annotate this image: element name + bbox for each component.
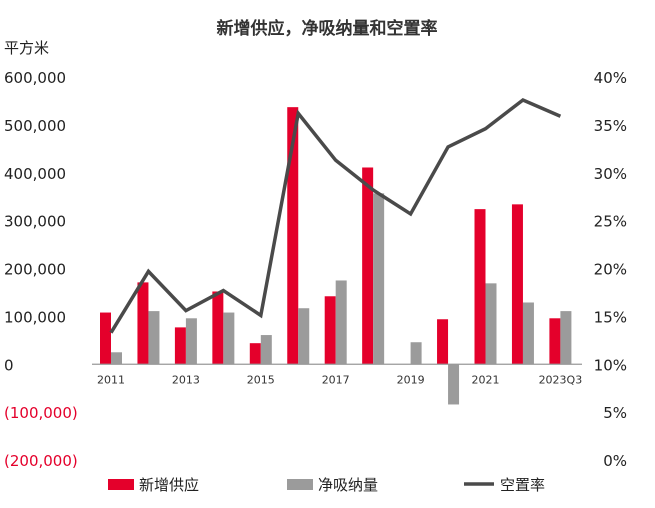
supply-bar: [474, 209, 486, 365]
x-tick-label: 2021: [472, 373, 500, 386]
absorption-bar: [298, 308, 310, 365]
supply-bar: [324, 296, 336, 365]
x-tick-label: 2011: [97, 373, 125, 386]
supply-bar: [549, 318, 561, 365]
legend-label: 净吸纳量: [318, 476, 378, 494]
y-tick-label: 100,000: [4, 308, 66, 326]
x-tick-label: 2023Q3: [539, 373, 583, 386]
x-tick-label: 2019: [397, 373, 425, 386]
y-tick-label: (200,000): [4, 452, 78, 470]
absorption-bar: [522, 302, 534, 365]
vacancy-line: [109, 97, 562, 334]
supply-bar: [212, 291, 224, 365]
absorption-bar: [448, 364, 460, 405]
y-tick-label: 600,000: [4, 69, 66, 87]
y2-tick-label: 10%: [594, 356, 627, 374]
y2-tick-label: 5%: [603, 404, 627, 422]
supply-bar: [174, 327, 186, 365]
absorption-bar: [185, 318, 197, 365]
chart-title: 新增供应，净吸纳量和空置率: [217, 18, 438, 39]
y2-tick-label: 25%: [594, 213, 627, 231]
absorption-bar: [410, 342, 422, 365]
y2-tick-label: 30%: [594, 165, 627, 183]
y2-tick-label: 15%: [594, 308, 627, 326]
absorption-bar: [223, 312, 235, 365]
absorption-bar: [373, 193, 385, 365]
absorption-bar: [260, 335, 272, 365]
legend-swatch: [108, 479, 134, 490]
y-tick-label: (100,000): [4, 404, 78, 422]
absorption-bar: [485, 283, 497, 365]
y2-tick-label: 20%: [594, 261, 627, 279]
absorption-bar: [148, 311, 160, 365]
supply-bar: [137, 282, 149, 365]
supply-bar: [287, 107, 299, 365]
supply-bar: [511, 204, 523, 365]
y2-tick-label: 40%: [594, 69, 627, 87]
legend-label: 新增供应: [139, 476, 199, 494]
y-tick-label: 500,000: [4, 117, 66, 135]
x-tick-label: 2015: [247, 373, 275, 386]
y-axis-label: 平方米: [4, 39, 49, 57]
absorption-bar: [335, 280, 347, 365]
legend-swatch: [287, 479, 313, 490]
absorption-bar: [111, 352, 122, 365]
y-tick-label: 200,000: [4, 261, 66, 279]
supply-bar: [362, 167, 374, 365]
supply-bar: [100, 312, 111, 365]
supply-bar: [437, 319, 449, 365]
y-tick-label: 0: [4, 356, 14, 374]
y2-tick-label: 35%: [594, 117, 627, 135]
y2-tick-label: 0%: [603, 452, 627, 470]
x-tick-label: 2013: [172, 373, 200, 386]
y-tick-label: 300,000: [4, 213, 66, 231]
y-tick-label: 400,000: [4, 165, 66, 183]
x-tick-label: 2017: [322, 373, 350, 386]
legend-label: 空置率: [500, 476, 545, 494]
absorption-bar: [560, 311, 572, 365]
supply-bar: [249, 343, 261, 365]
